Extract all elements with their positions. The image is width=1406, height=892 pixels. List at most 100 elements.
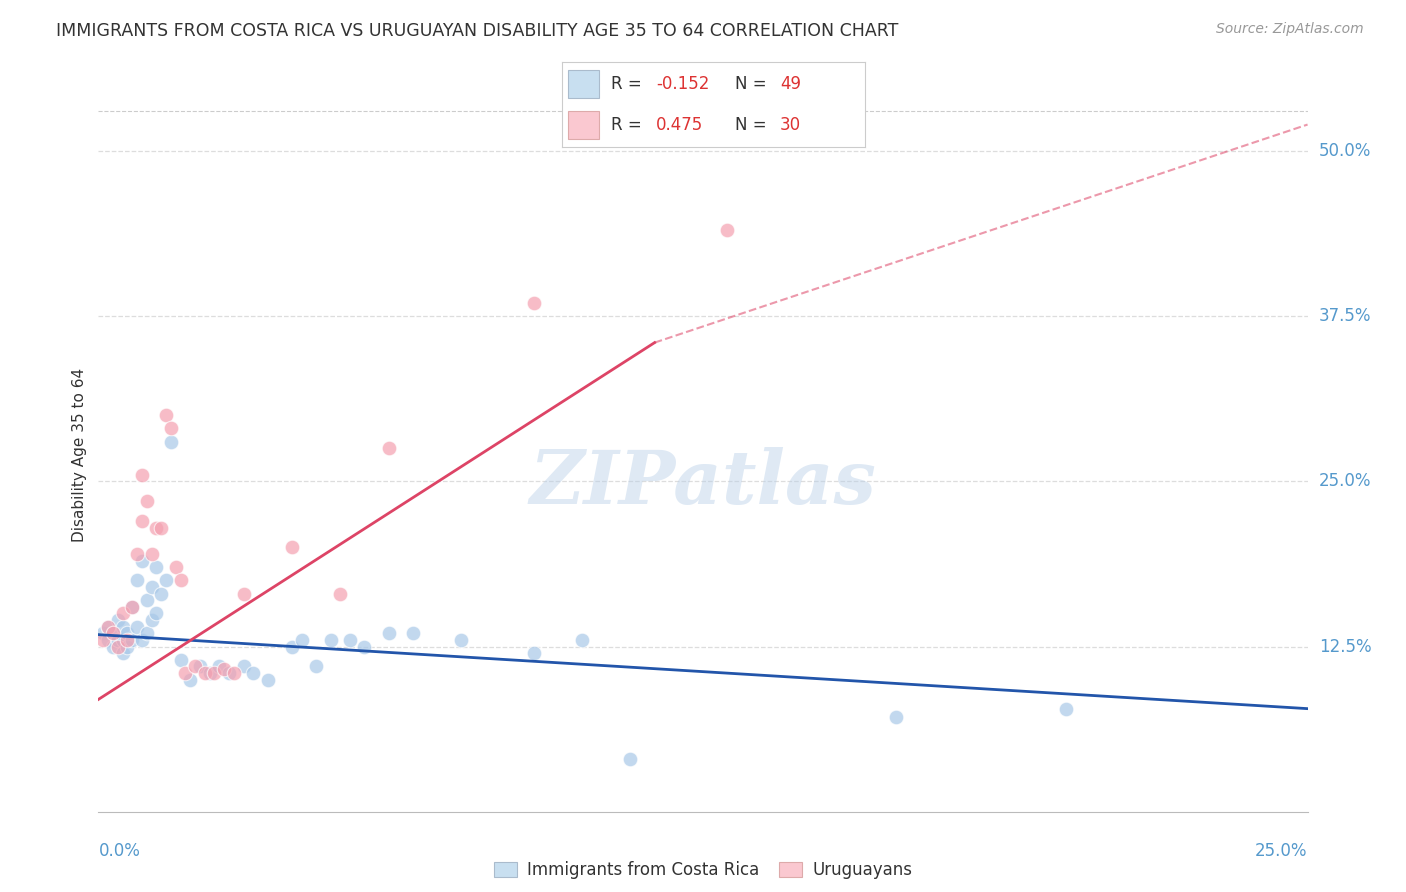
- Point: [150, 520, 173, 534]
- Point: [131, 632, 153, 647]
- Point: [169, 653, 191, 667]
- Point: [204, 665, 226, 680]
- Point: [135, 494, 157, 508]
- Text: -0.152: -0.152: [657, 75, 710, 93]
- Point: [160, 434, 183, 449]
- Point: [121, 599, 143, 614]
- Point: [232, 659, 254, 673]
- Point: [523, 646, 546, 660]
- Point: [145, 560, 167, 574]
- Point: [135, 626, 157, 640]
- Point: [111, 607, 134, 621]
- Point: [131, 467, 153, 482]
- Text: R =: R =: [610, 116, 641, 134]
- Point: [377, 442, 399, 456]
- Point: [121, 632, 143, 647]
- Text: 12.5%: 12.5%: [1319, 638, 1371, 656]
- Point: [101, 626, 124, 640]
- Point: [141, 613, 163, 627]
- Point: [121, 599, 143, 614]
- Point: [886, 709, 908, 723]
- Point: [117, 640, 139, 654]
- Point: [117, 626, 139, 640]
- Point: [127, 547, 149, 561]
- Text: N =: N =: [735, 116, 766, 134]
- Point: [127, 620, 149, 634]
- Point: [165, 560, 187, 574]
- Point: [101, 640, 124, 654]
- Point: [353, 640, 375, 654]
- Text: 25.0%: 25.0%: [1256, 842, 1308, 860]
- Bar: [568, 70, 599, 98]
- Point: [145, 607, 167, 621]
- Text: 37.5%: 37.5%: [1319, 307, 1371, 326]
- Legend: Immigrants from Costa Rica, Uruguayans: Immigrants from Costa Rica, Uruguayans: [486, 855, 920, 886]
- Point: [232, 587, 254, 601]
- Point: [571, 632, 593, 647]
- Point: [155, 574, 177, 588]
- Point: [716, 223, 738, 237]
- Point: [91, 632, 114, 647]
- Point: [305, 659, 328, 673]
- Text: ZIPatlas: ZIPatlas: [530, 447, 876, 520]
- Point: [450, 632, 472, 647]
- Point: [169, 574, 191, 588]
- Text: 25.0%: 25.0%: [1319, 473, 1371, 491]
- Point: [377, 626, 399, 640]
- Point: [290, 632, 312, 647]
- Text: 49: 49: [780, 75, 801, 93]
- Text: 0.0%: 0.0%: [98, 842, 141, 860]
- Point: [184, 659, 207, 673]
- Point: [131, 554, 153, 568]
- Point: [174, 665, 197, 680]
- Point: [111, 632, 134, 647]
- Point: [155, 409, 177, 423]
- Point: [319, 632, 342, 647]
- Text: R =: R =: [610, 75, 641, 93]
- Point: [1054, 701, 1077, 715]
- Point: [188, 659, 211, 673]
- Point: [194, 665, 217, 680]
- Point: [107, 640, 129, 654]
- Text: 30: 30: [780, 116, 801, 134]
- Point: [127, 574, 149, 588]
- Point: [150, 587, 173, 601]
- Point: [111, 646, 134, 660]
- Point: [141, 580, 163, 594]
- Text: 50.0%: 50.0%: [1319, 142, 1371, 160]
- Y-axis label: Disability Age 35 to 64: Disability Age 35 to 64: [72, 368, 87, 542]
- Point: [91, 626, 114, 640]
- Text: N =: N =: [735, 75, 766, 93]
- Point: [212, 662, 235, 676]
- Point: [97, 620, 120, 634]
- Point: [218, 665, 240, 680]
- Point: [619, 752, 641, 766]
- Point: [97, 632, 120, 647]
- Point: [160, 421, 183, 435]
- Point: [145, 520, 167, 534]
- Point: [208, 659, 231, 673]
- Text: Source: ZipAtlas.com: Source: ZipAtlas.com: [1216, 22, 1364, 37]
- Bar: [568, 111, 599, 139]
- Point: [131, 514, 153, 528]
- Point: [111, 620, 134, 634]
- Point: [107, 613, 129, 627]
- Point: [97, 620, 120, 634]
- Point: [179, 673, 201, 687]
- Point: [135, 593, 157, 607]
- Point: [222, 665, 245, 680]
- Point: [281, 640, 304, 654]
- Point: [117, 632, 139, 647]
- Point: [329, 587, 352, 601]
- Point: [402, 626, 425, 640]
- Point: [256, 673, 278, 687]
- Point: [101, 626, 124, 640]
- Text: IMMIGRANTS FROM COSTA RICA VS URUGUAYAN DISABILITY AGE 35 TO 64 CORRELATION CHAR: IMMIGRANTS FROM COSTA RICA VS URUGUAYAN …: [56, 22, 898, 40]
- Point: [339, 632, 361, 647]
- Point: [198, 665, 221, 680]
- Point: [523, 296, 546, 310]
- Point: [281, 541, 304, 555]
- Point: [141, 547, 163, 561]
- Point: [242, 665, 264, 680]
- Point: [107, 632, 129, 647]
